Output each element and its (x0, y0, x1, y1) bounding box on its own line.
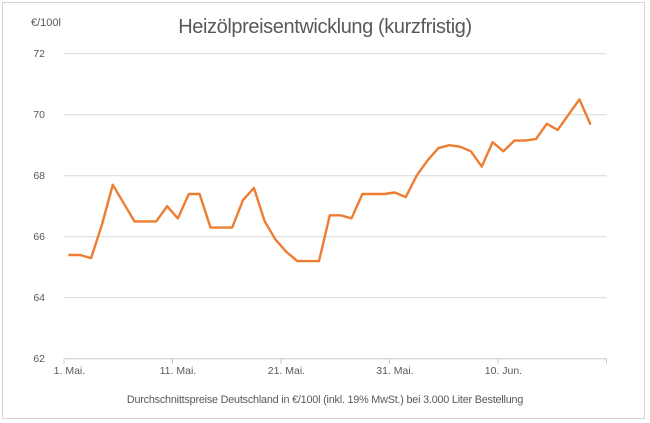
y-tick-label: 70 (33, 109, 45, 121)
x-tick-label: 21. Mai. (268, 365, 305, 377)
chart-caption: Durchschnittspreise Deutschland in €/100… (126, 394, 524, 406)
x-tick-label: 31. Mai. (376, 365, 413, 377)
x-tick-label: 11. Mai. (160, 365, 197, 377)
chart-title: Heizölpreisentwicklung (kurzfristig) (178, 16, 472, 38)
y-tick-label: 62 (33, 353, 45, 365)
x-tick-label: 1. Mai. (54, 365, 86, 377)
y-tick-label: 66 (33, 231, 45, 243)
y-tick-label: 68 (33, 170, 45, 182)
y-tick-label: 64 (33, 292, 45, 304)
y-axis-unit-label: €/100l (31, 17, 61, 29)
price-line (68, 98, 592, 263)
y-tick-label: 72 (33, 48, 45, 60)
x-tick-label: 10. Jun. (485, 365, 522, 377)
